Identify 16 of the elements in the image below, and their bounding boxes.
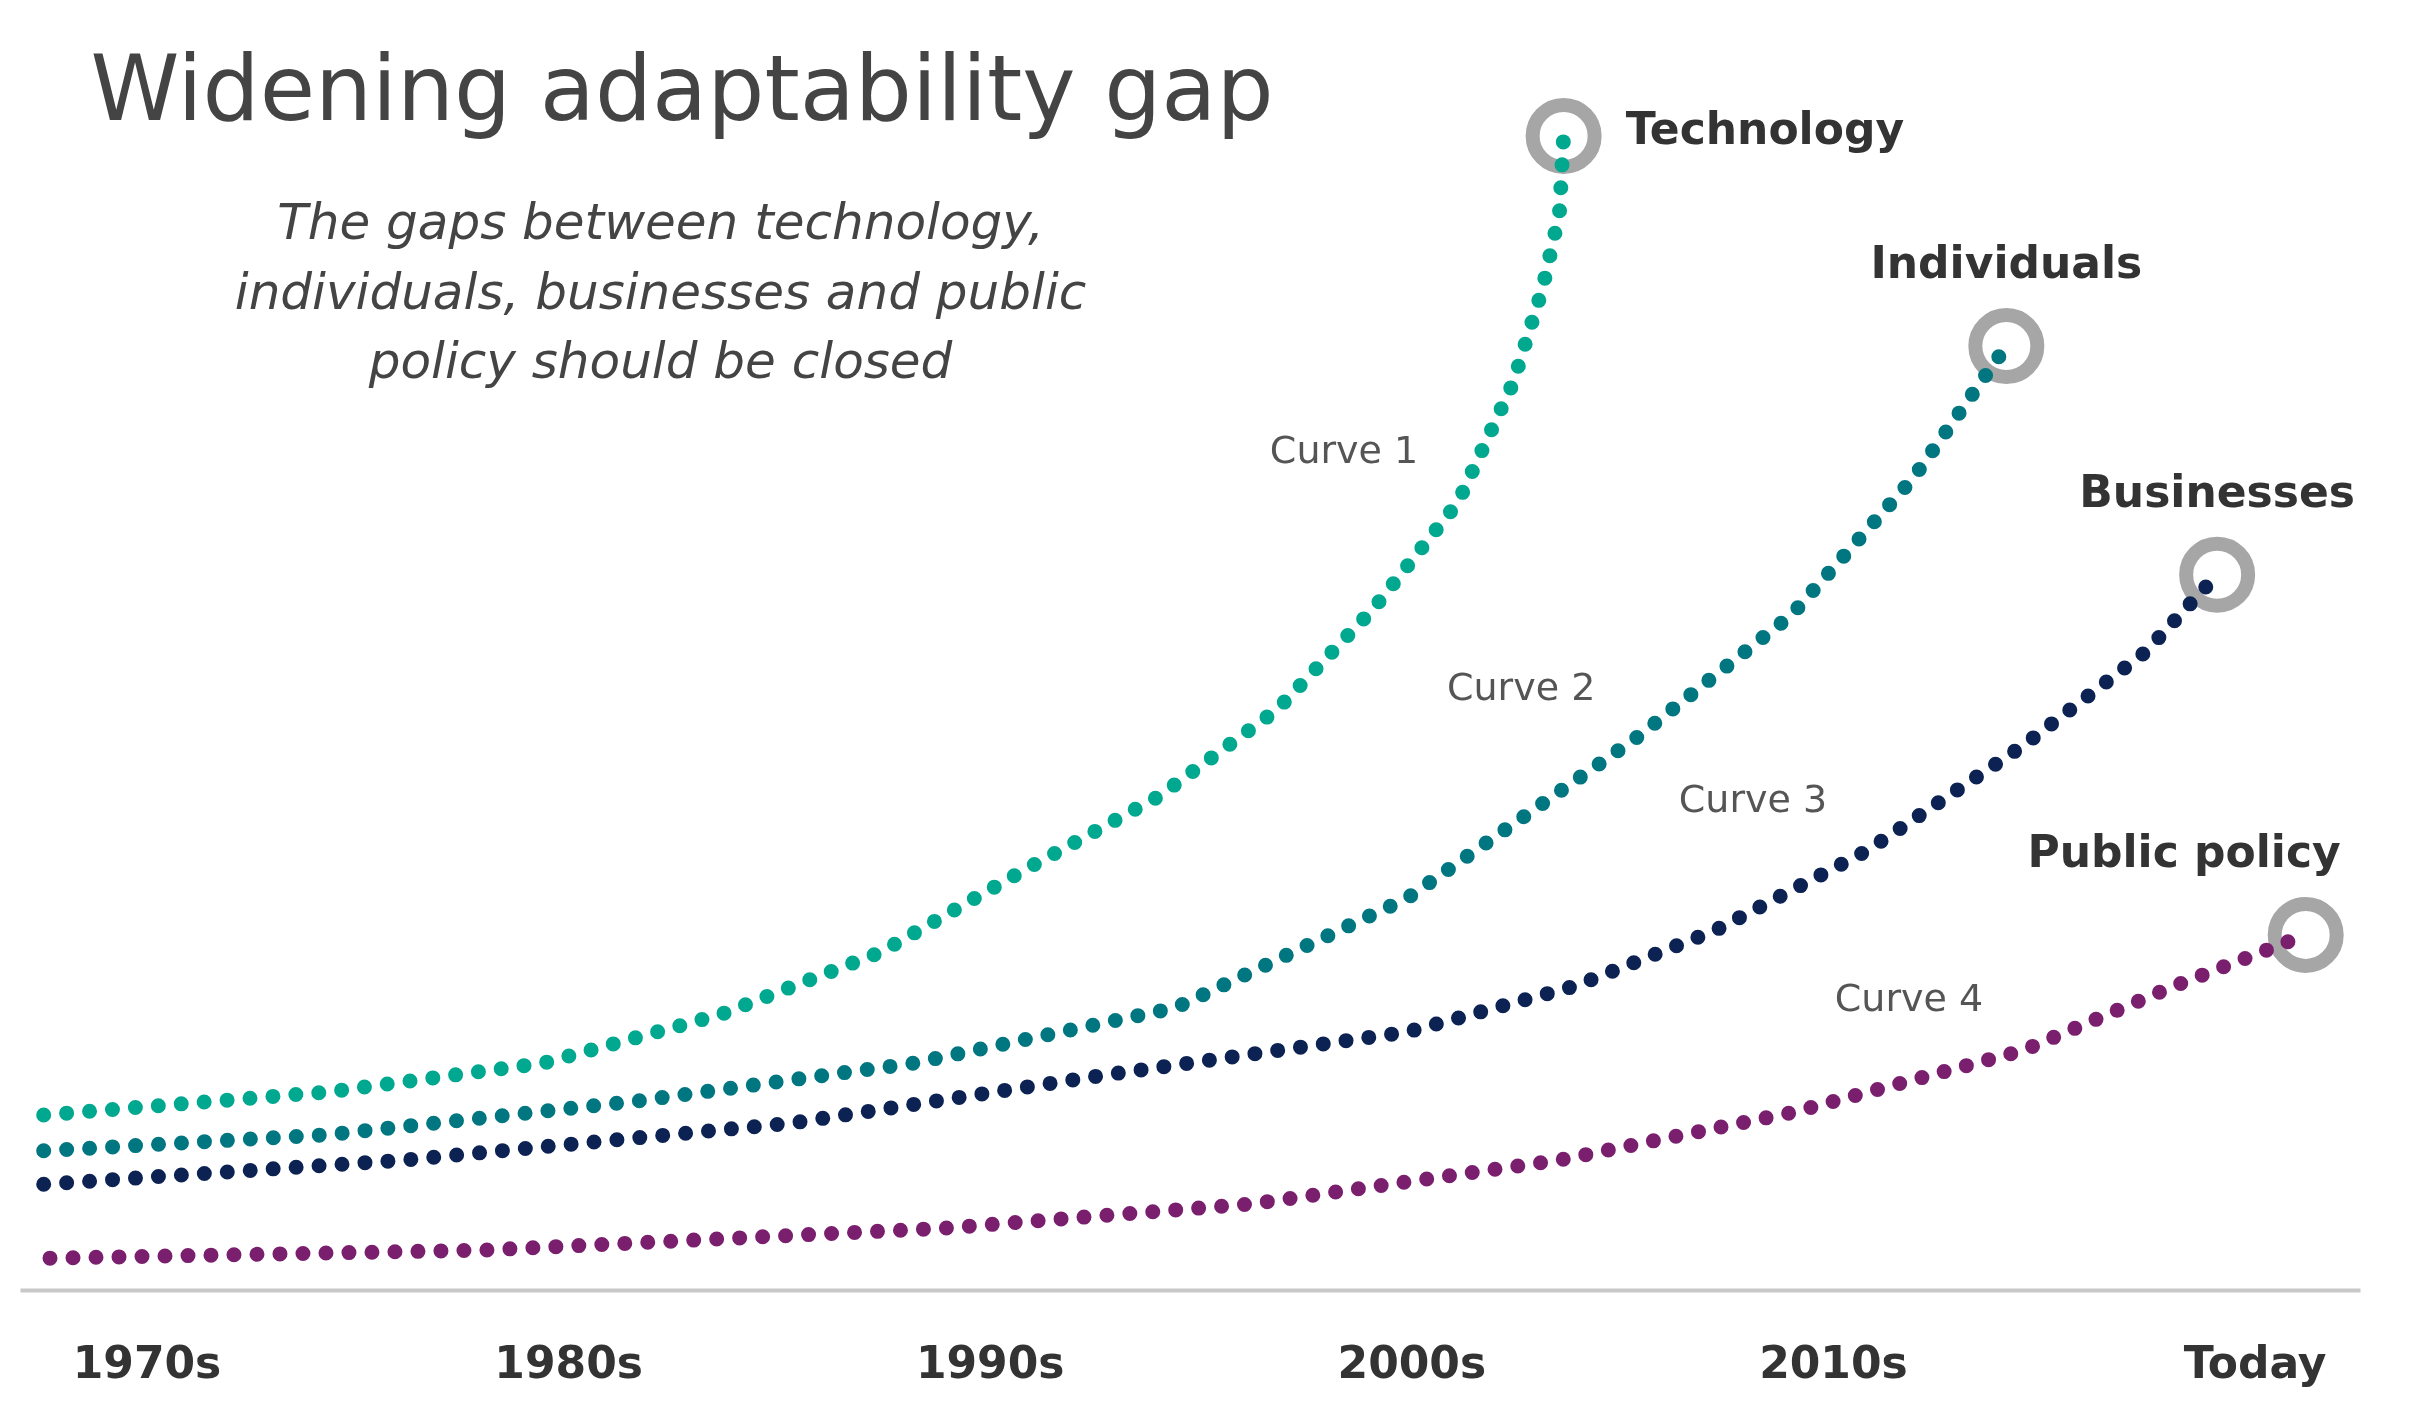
annotation: Curve 3 (1678, 776, 1828, 821)
annotation: Curve 2 (1446, 664, 1596, 709)
chart-title: Widening adaptability gap (90, 35, 1274, 141)
series-label: Technology (1625, 102, 1905, 154)
x-tick-label: 1990s (915, 1336, 1065, 1388)
text: The gaps between technology, individuals, businesses and public policy should be closed (234, 193, 1087, 391)
x-tick-label: 2000s (1337, 1336, 1487, 1388)
x-tick-label: 2010s (1759, 1336, 1908, 1388)
x-tick-label: Today (2183, 1336, 2327, 1388)
series-label: Public policy (2027, 825, 2341, 877)
annotation: Curve 4 (1834, 976, 1984, 1021)
x-tick-label: 1970s (72, 1336, 222, 1388)
x-tick-label: 1980s (494, 1336, 643, 1388)
series-label: Businesses (2079, 465, 2356, 517)
series-label: Individuals (1870, 237, 2143, 289)
annotation: Curve 1 (1269, 427, 1419, 472)
